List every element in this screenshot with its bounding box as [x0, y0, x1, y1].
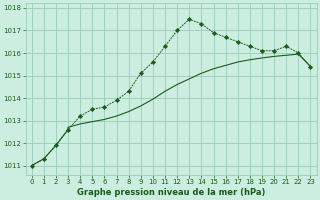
X-axis label: Graphe pression niveau de la mer (hPa): Graphe pression niveau de la mer (hPa): [77, 188, 265, 197]
